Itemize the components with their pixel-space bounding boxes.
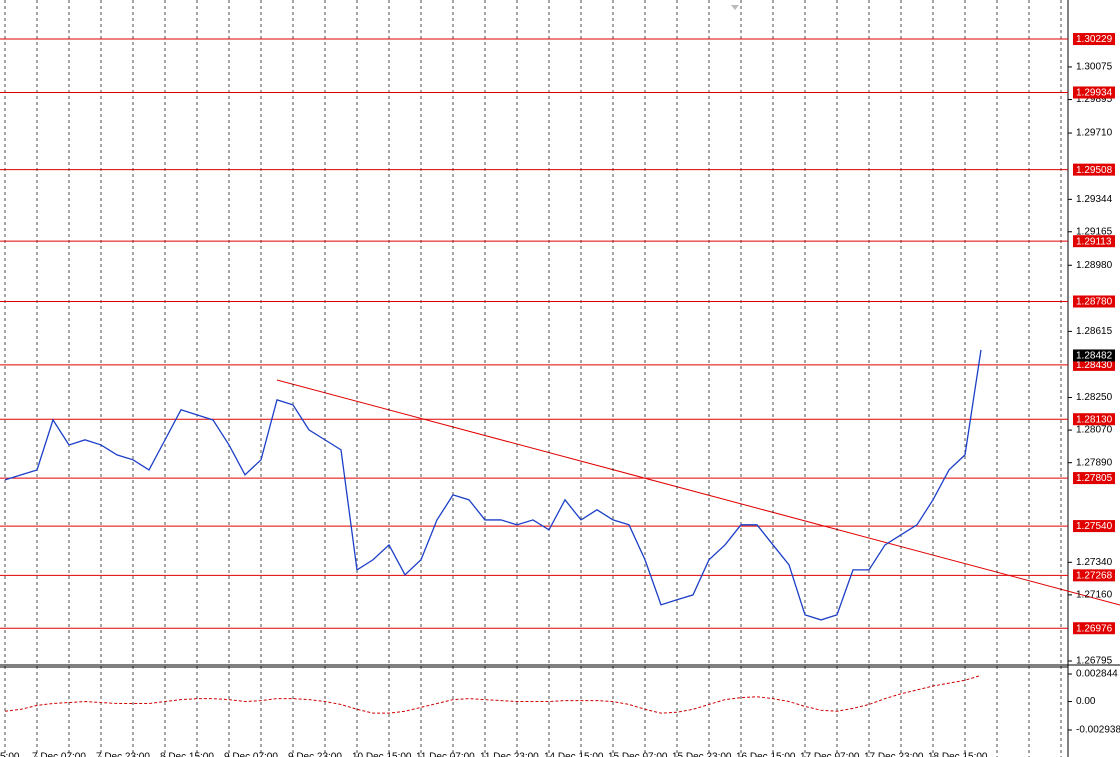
level-label-box [1073, 472, 1115, 485]
x-tick-label: 17 Dec 23:00 [864, 752, 924, 757]
y-tick-label: 1.28615 [1076, 326, 1113, 337]
level-label-box [1073, 235, 1115, 248]
y-tick-label: 1.27340 [1076, 557, 1113, 568]
level-label: 1.29508 [1076, 165, 1113, 176]
x-tick-label: 11 Dec 07:00 [416, 752, 475, 757]
y-tick-label: 1.28070 [1076, 425, 1113, 436]
price-line [4, 349, 982, 621]
x-tick-label: 11 Dec 23:00 [480, 752, 539, 757]
x-tick-label: 14 Dec 15:00 [544, 752, 604, 757]
x-tick-label: 16 Dec 15:00 [736, 752, 796, 757]
level-label: 1.27805 [1076, 473, 1113, 484]
level-label: 1.29113 [1076, 236, 1112, 247]
x-tick-label: 5:00 [0, 752, 20, 757]
y-tick-label: -0.002938 [1076, 725, 1120, 736]
x-tick-label: 10 Dec 15:00 [352, 752, 412, 757]
level-label-box [1073, 33, 1115, 46]
level-label-box [1073, 163, 1115, 176]
y-tick-label: 1.27160 [1076, 590, 1113, 601]
oscillator-line [4, 674, 982, 714]
level-label: 1.29934 [1076, 88, 1113, 99]
level-label: 1.28430 [1076, 360, 1113, 371]
x-tick-label: 9 Dec 07:00 [224, 752, 278, 757]
level-label: 1.28780 [1076, 297, 1113, 308]
current-price-label: 1.28482 [1076, 351, 1113, 362]
level-label: 1.28130 [1076, 414, 1113, 425]
y-tick-label: 0.002844 [1076, 669, 1118, 680]
level-label: 1.27540 [1076, 521, 1113, 532]
level-label-box [1073, 86, 1115, 99]
level-label: 1.30229 [1076, 34, 1113, 45]
x-tick-label: 17 Dec 07:00 [800, 752, 860, 757]
level-label: 1.27268 [1076, 570, 1113, 581]
level-label: 1.26976 [1076, 623, 1113, 634]
x-tick-label: 7 Dec 07:00 [32, 752, 86, 757]
x-tick-label: 18 Dec 15:00 [928, 752, 988, 757]
level-label-box [1073, 622, 1115, 635]
y-tick-label: 1.27890 [1076, 457, 1113, 468]
y-tick-label: 1.29344 [1076, 194, 1113, 205]
x-tick-label: 8 Dec 15:00 [160, 752, 214, 757]
x-tick-label: 15 Dec 23:00 [672, 752, 732, 757]
y-tick-label: 1.29165 [1076, 226, 1113, 237]
y-tick-label: 1.28250 [1076, 392, 1113, 403]
shift-marker [731, 5, 739, 10]
level-label-box [1073, 520, 1115, 533]
level-label-box [1073, 569, 1115, 582]
y-tick-label: 1.28980 [1076, 260, 1113, 271]
y-tick-label: 0.00 [1076, 696, 1096, 707]
y-tick-label: 1.29710 [1076, 128, 1113, 139]
x-tick-label: 15 Dec 07:00 [608, 752, 668, 757]
level-label-box [1073, 295, 1115, 308]
current-price-box [1073, 349, 1115, 362]
y-tick-label: 1.30075 [1076, 62, 1113, 73]
y-tick-label: 1.26795 [1076, 656, 1113, 667]
trendline [276, 379, 1120, 606]
level-label-box [1073, 413, 1115, 426]
x-tick-label: 7 Dec 23:00 [96, 752, 150, 757]
x-tick-label: 9 Dec 23:00 [288, 752, 342, 757]
level-label-box [1073, 358, 1115, 371]
y-tick-label: 1.29895 [1076, 94, 1113, 105]
